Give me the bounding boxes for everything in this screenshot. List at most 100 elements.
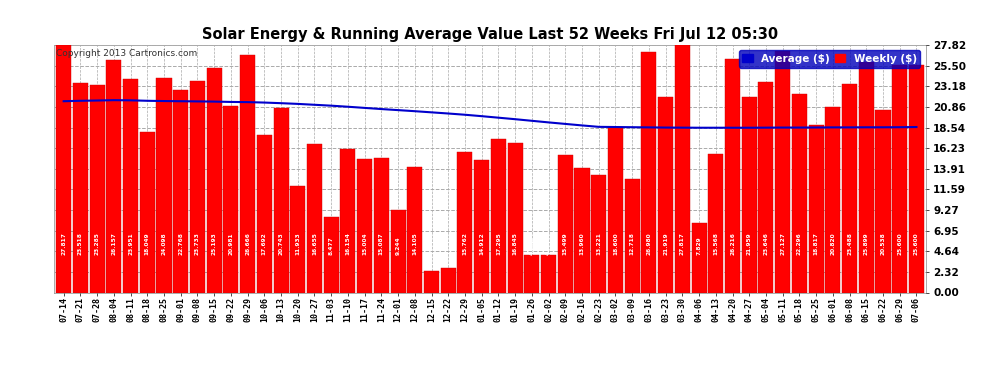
Bar [341,149,355,292]
Bar [224,106,239,292]
Text: 4.203: 4.203 [530,237,535,255]
Bar [775,51,790,292]
Bar [658,98,673,292]
Text: 4.231: 4.231 [546,237,551,255]
Bar [909,65,924,292]
Text: 20.820: 20.820 [831,233,836,255]
Text: 18.817: 18.817 [814,232,819,255]
Text: 16.845: 16.845 [513,232,518,255]
Text: 16.154: 16.154 [346,232,350,255]
Bar [324,217,339,292]
Text: 15.004: 15.004 [362,233,367,255]
Bar [591,175,606,292]
Text: 22.768: 22.768 [178,232,183,255]
Text: 25.899: 25.899 [864,233,869,255]
Bar [842,84,857,292]
Bar [792,94,807,292]
Bar [625,179,640,292]
Bar [290,186,305,292]
Text: 13.960: 13.960 [579,233,584,255]
Bar [424,271,439,292]
Text: 17.295: 17.295 [496,232,501,255]
Bar [525,255,540,292]
Text: 20.538: 20.538 [880,232,885,255]
Text: 25.600: 25.600 [914,233,919,255]
Bar [407,167,423,292]
Bar [491,139,506,292]
Bar [56,45,71,292]
Text: 24.098: 24.098 [161,233,166,255]
Bar [273,108,288,292]
Bar [106,60,122,292]
Bar [557,154,573,292]
Text: 21.959: 21.959 [746,233,751,255]
Bar [642,53,656,292]
Text: 23.733: 23.733 [195,232,200,255]
Text: 26.980: 26.980 [646,233,651,255]
Text: 20.743: 20.743 [278,232,283,255]
Bar [374,158,389,292]
Bar [858,62,874,292]
Bar [156,78,171,292]
Text: 18.600: 18.600 [613,233,618,255]
Text: 7.829: 7.829 [697,237,702,255]
Bar [240,55,255,292]
Bar [742,97,756,292]
Bar [173,90,188,292]
Bar [675,45,690,292]
Text: 27.817: 27.817 [680,232,685,255]
Bar [708,154,724,292]
Text: 27.127: 27.127 [780,232,785,255]
Bar [608,127,623,292]
Bar [123,80,138,292]
Text: 14.912: 14.912 [479,232,484,255]
Bar [140,132,154,292]
Text: 15.762: 15.762 [462,232,467,255]
Text: Copyright 2013 Cartronics.com: Copyright 2013 Cartronics.com [56,49,197,58]
Text: 13.221: 13.221 [596,232,601,255]
Text: 15.087: 15.087 [379,232,384,255]
Bar [758,82,773,292]
Bar [542,255,556,292]
Bar [457,152,472,292]
Text: 16.655: 16.655 [312,232,317,255]
Text: 22.296: 22.296 [797,232,802,255]
Bar [474,160,489,292]
Text: 15.568: 15.568 [713,232,719,255]
Legend: Average ($), Weekly ($): Average ($), Weekly ($) [739,50,921,68]
Text: 26.666: 26.666 [246,232,250,255]
Bar [391,210,406,292]
Bar [307,144,322,292]
Text: 23.646: 23.646 [763,232,768,255]
Bar [207,68,222,292]
Text: 11.933: 11.933 [295,232,300,255]
Text: 12.718: 12.718 [630,232,635,255]
Text: 23.285: 23.285 [95,232,100,255]
Text: 17.692: 17.692 [261,232,267,255]
Text: 15.499: 15.499 [562,233,568,255]
Text: 20.981: 20.981 [229,233,234,255]
Bar [892,65,907,292]
Bar [875,110,891,292]
Text: 8.477: 8.477 [329,237,334,255]
Bar [725,59,741,292]
Text: 23.951: 23.951 [128,232,133,255]
Bar [508,142,523,292]
Text: 23.488: 23.488 [847,232,852,255]
Bar [357,159,372,292]
Bar [256,135,272,292]
Text: 21.919: 21.919 [663,233,668,255]
Title: Solar Energy & Running Average Value Last 52 Weeks Fri Jul 12 05:30: Solar Energy & Running Average Value Las… [202,27,778,42]
Bar [441,268,455,292]
Text: 23.518: 23.518 [78,232,83,255]
Text: 9.244: 9.244 [396,237,401,255]
Bar [73,83,88,292]
Bar [809,125,824,292]
Text: 26.157: 26.157 [111,232,116,255]
Text: 25.193: 25.193 [212,232,217,255]
Text: 25.600: 25.600 [897,233,902,255]
Bar [190,81,205,292]
Bar [574,168,589,292]
Bar [89,86,105,292]
Text: 27.817: 27.817 [61,232,66,255]
